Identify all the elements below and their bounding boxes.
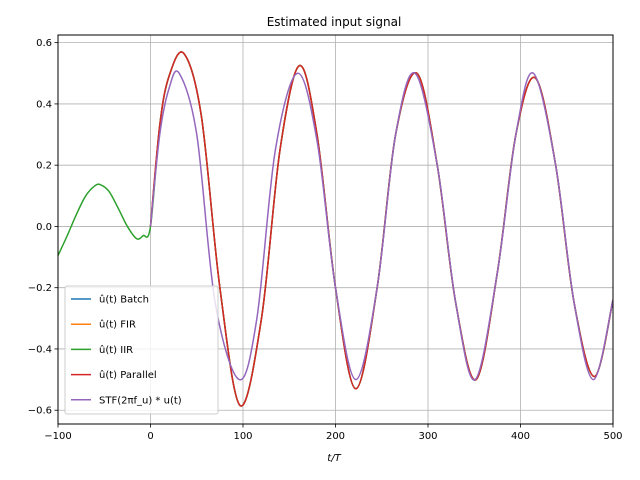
legend-entry-label: û(t) IIR [99, 344, 133, 356]
chart-title: Estimated input signal [267, 15, 402, 29]
legend-entry-label: û(t) FIR [99, 319, 136, 331]
x-tick-label: −100 [44, 431, 71, 442]
y-tick-label: 0.2 [36, 161, 52, 172]
y-tick-label: −0.4 [28, 344, 52, 355]
x-tick-label: 0 [147, 431, 153, 442]
legend-box [64, 285, 219, 415]
legend: û(t) Batch û(t) FIR û(t) IIR û(t) Parallel S… [64, 285, 219, 415]
x-tick-label: 500 [603, 431, 622, 442]
axes: −100 0 100 200 300 400 500 −0.6 −0.4 −0.2 0.0 0.2 0.… [28, 38, 623, 442]
series-lines [58, 51, 613, 407]
series-line-4 [149, 51, 613, 407]
legend-entry-label: û(t) Parallel [99, 369, 157, 381]
y-tick-label: 0.0 [36, 222, 52, 233]
series-line-5 [149, 70, 613, 381]
y-tick-label: −0.6 [28, 406, 52, 417]
x-tick-label: 400 [511, 431, 530, 442]
x-tick-label: 200 [326, 431, 345, 442]
legend-entry-label: STF(2πf_u) * u(t) [99, 395, 182, 406]
x-tick-label: 300 [418, 431, 437, 442]
legend-entry-label: û(t) Batch [99, 294, 149, 306]
y-tick-label: 0.4 [36, 99, 52, 110]
x-axis-label: t/T [327, 453, 341, 464]
x-tick-label: 100 [233, 431, 252, 442]
y-tick-label: 0.6 [36, 38, 52, 49]
y-tick-label: −0.2 [28, 283, 52, 294]
